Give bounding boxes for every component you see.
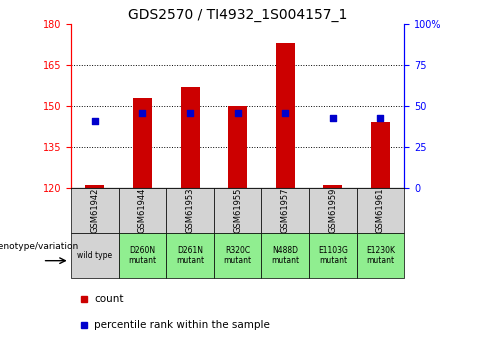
Text: D260N
mutant: D260N mutant: [128, 246, 156, 265]
FancyBboxPatch shape: [166, 188, 214, 233]
Bar: [180, 87, 199, 188]
FancyBboxPatch shape: [71, 233, 119, 278]
FancyBboxPatch shape: [214, 188, 262, 233]
Point: [234, 110, 242, 116]
FancyBboxPatch shape: [262, 188, 309, 233]
FancyBboxPatch shape: [71, 188, 119, 233]
Bar: [276, 43, 295, 188]
Text: E1103G
mutant: E1103G mutant: [318, 246, 348, 265]
Point: [186, 110, 194, 116]
Text: N488D
mutant: N488D mutant: [271, 246, 299, 265]
FancyBboxPatch shape: [357, 188, 404, 233]
Bar: [371, 122, 390, 188]
Bar: [228, 106, 247, 188]
Text: GSM61955: GSM61955: [233, 188, 242, 233]
Text: D261N
mutant: D261N mutant: [176, 246, 204, 265]
FancyBboxPatch shape: [119, 188, 166, 233]
Text: R320C
mutant: R320C mutant: [223, 246, 252, 265]
FancyBboxPatch shape: [262, 233, 309, 278]
Bar: [323, 185, 343, 188]
Text: count: count: [95, 294, 124, 304]
Text: E1230K
mutant: E1230K mutant: [366, 246, 395, 265]
Text: GSM61953: GSM61953: [186, 188, 195, 233]
Text: GSM61942: GSM61942: [90, 188, 99, 233]
Text: GSM61959: GSM61959: [328, 188, 337, 233]
Title: GDS2570 / TI4932_1S004157_1: GDS2570 / TI4932_1S004157_1: [128, 8, 347, 22]
Text: GSM61961: GSM61961: [376, 188, 385, 233]
FancyBboxPatch shape: [119, 233, 166, 278]
Text: GSM61957: GSM61957: [281, 188, 290, 233]
Point: [91, 118, 99, 124]
FancyBboxPatch shape: [166, 233, 214, 278]
Point: [139, 110, 147, 116]
FancyBboxPatch shape: [309, 233, 357, 278]
Text: wild type: wild type: [77, 251, 112, 260]
FancyBboxPatch shape: [214, 233, 262, 278]
Text: percentile rank within the sample: percentile rank within the sample: [95, 320, 270, 330]
Point: [329, 115, 337, 120]
Text: genotype/variation: genotype/variation: [0, 242, 79, 251]
Text: GSM61944: GSM61944: [138, 188, 147, 233]
Point: [376, 115, 384, 120]
Bar: [133, 98, 152, 188]
Bar: [85, 185, 104, 188]
Point: [281, 110, 289, 116]
FancyBboxPatch shape: [309, 188, 357, 233]
FancyBboxPatch shape: [357, 233, 404, 278]
